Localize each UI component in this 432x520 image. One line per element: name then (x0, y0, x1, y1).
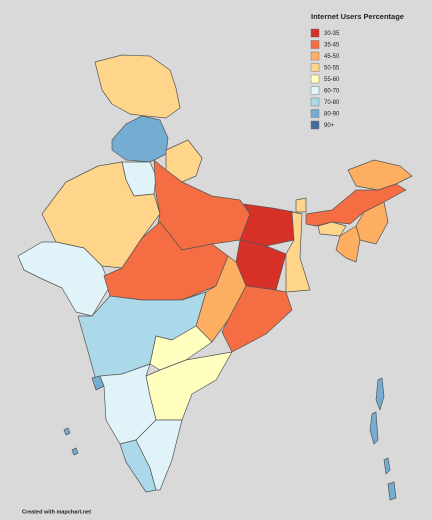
legend-swatch (310, 109, 320, 118)
legend-swatch (310, 86, 320, 95)
legend-swatch (310, 28, 320, 38)
mizoram-tripura (335, 225, 361, 263)
legend-title: Internet Users Percentage (311, 12, 404, 21)
legend-label: 45-50 (324, 54, 340, 60)
legend-label: 30-35 (324, 31, 340, 37)
legend-label: 60-70 (324, 89, 340, 95)
west-bengal (285, 211, 311, 293)
lakshadweep (63, 427, 79, 456)
tamil-nadu (135, 419, 183, 491)
legend-swatch (310, 74, 320, 84)
andaman-nicobar (369, 377, 397, 501)
legend-swatch (310, 120, 320, 130)
gujarat (17, 241, 111, 317)
meghalaya (317, 221, 347, 237)
telangana (149, 325, 213, 371)
arunachal-pradesh (347, 159, 413, 191)
jammu-kashmir (94, 54, 181, 119)
legend-label: 50-55 (324, 66, 340, 72)
legend: Internet Users Percentage 30-35 35-45 45-5… (310, 12, 404, 130)
sikkim (295, 197, 307, 213)
legend-swatch (310, 40, 320, 49)
bihar (239, 203, 295, 247)
footer: Created with mapchart.net (22, 509, 91, 515)
legend-swatch (310, 63, 320, 72)
legend-swatch (310, 51, 320, 61)
legend-label: 90+ (324, 123, 335, 129)
regions (17, 54, 413, 501)
himachal-punjab (111, 115, 169, 163)
legend-label: 35-45 (324, 43, 340, 49)
legend-label: 70-80 (324, 100, 340, 106)
legend-label: 80-90 (324, 112, 340, 118)
odisha (221, 285, 293, 353)
legend-swatch (310, 97, 320, 107)
legend-label: 55-60 (324, 77, 340, 83)
